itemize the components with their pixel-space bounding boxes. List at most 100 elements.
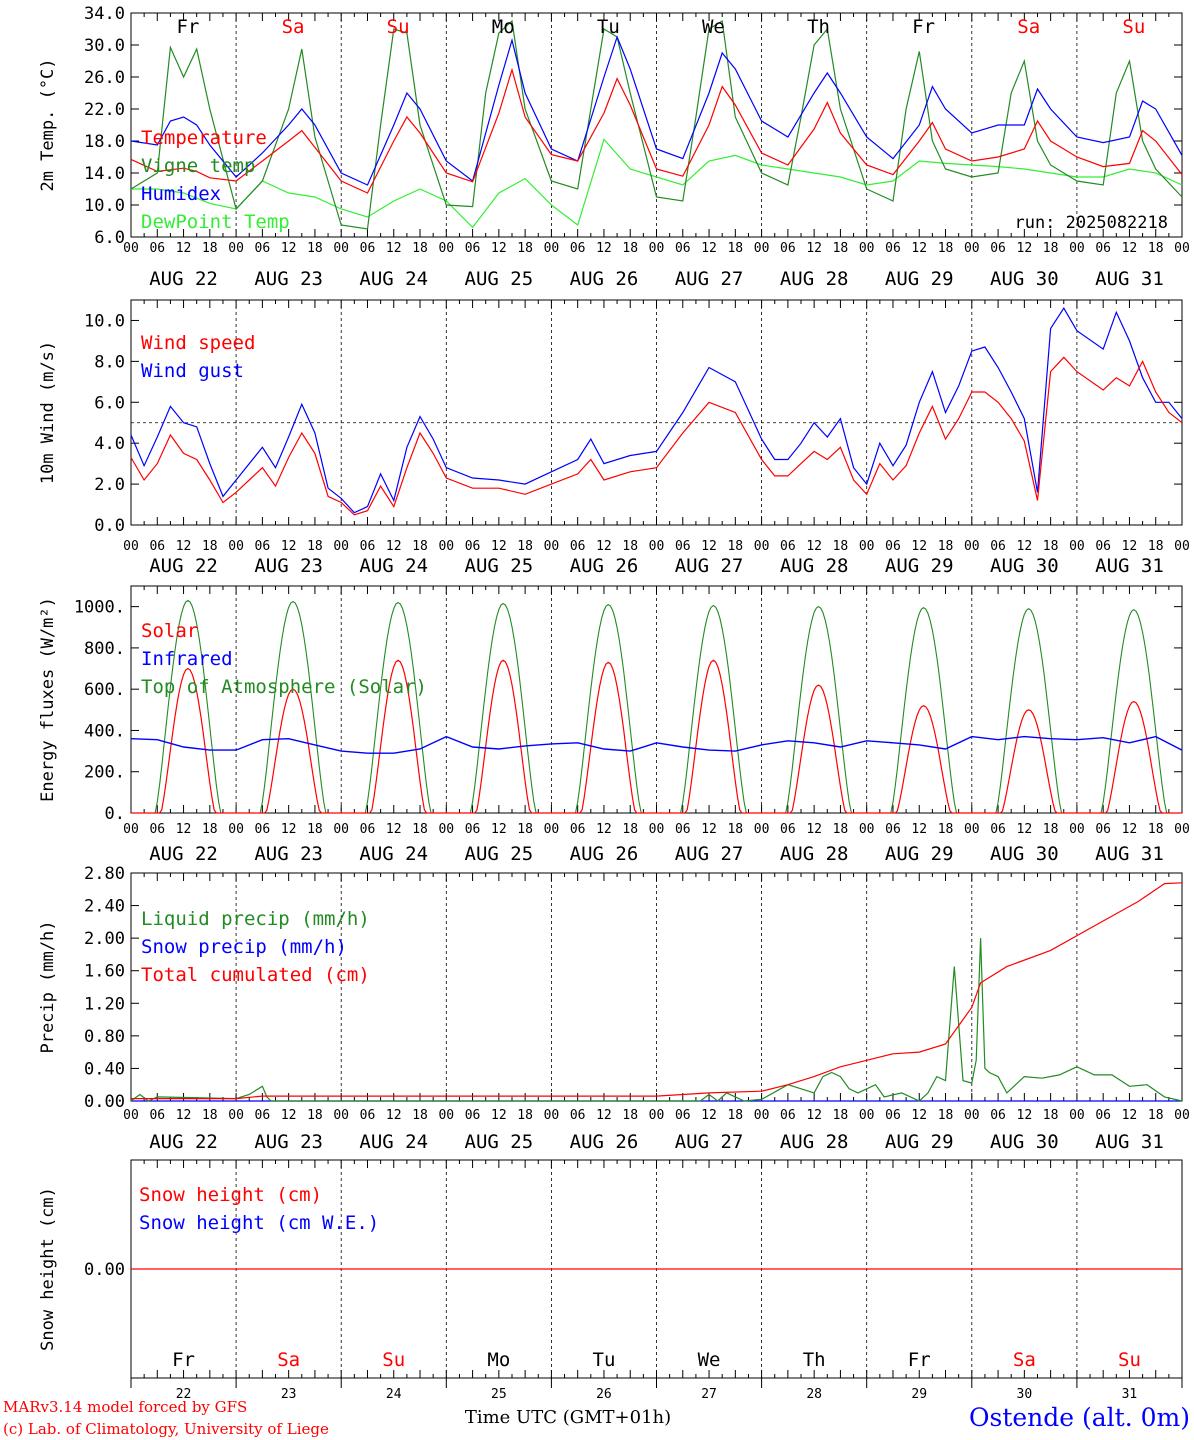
y-axis-label: 10m Wind (m/s) [38,341,58,484]
x-hour-label: 06 [780,539,796,554]
weekday-label: Tu [593,1349,616,1371]
x-day-label: AUG 26 [570,1131,639,1153]
x-hour-label: 18 [202,241,218,256]
x-hour-label: 18 [622,241,638,256]
x-hour-label: 12 [806,539,822,554]
x-hour-label: 12 [701,822,717,837]
x-hour-label: 00 [859,822,875,837]
x-hour-label: 12 [911,539,927,554]
x-hour-label: 18 [1043,1108,1059,1123]
x-day-label: AUG 29 [885,555,954,577]
x-hour-label: 18 [412,822,428,837]
x-hour-label: 00 [964,241,980,256]
y-tick-label: 6.0 [94,393,125,413]
y-tick-label: 2.0 [94,475,125,495]
weekday-label: Sa [1017,16,1040,38]
x-hour-label: 18 [517,539,533,554]
weekday-label: We [702,16,725,38]
x-hour-label: 00 [649,1108,665,1123]
x-hour-label: 00 [228,241,244,256]
x-hour-label: 00 [123,241,139,256]
x-hour-label: 18 [727,539,743,554]
x-hour-label: 12 [911,822,927,837]
x-hour-label: 00 [754,539,770,554]
x-day-label: AUG 31 [1095,555,1164,577]
weekday-label: Mo [492,16,515,38]
x-day-label: AUG 22 [149,268,218,290]
x-hour-label: 00 [1069,539,1085,554]
x-hour-label: 18 [938,822,954,837]
wind-panel: 0.0 2.0 4.0 6.0 8.0 10.0 10m Wind (m/s) 00 06 12 1… [38,299,1190,577]
x-hour-label: 18 [938,1108,954,1123]
run-label: run: 2025082218 [1014,213,1168,233]
x-hour-label: 06 [255,822,271,837]
x-hour-label: 18 [833,539,849,554]
weekday-label: Su [1118,1349,1141,1371]
x-hour-label: 12 [1017,539,1033,554]
x-hour-label: 12 [806,241,822,256]
x-day-label: AUG 26 [570,843,639,865]
weekday-label: Su [1122,16,1145,38]
weekday-label: Mo [487,1349,510,1371]
x-hour-label: 12 [596,241,612,256]
x-hour-label: 18 [517,241,533,256]
x-hour-label: 00 [438,241,454,256]
day-number-label: 26 [596,1387,612,1402]
weekday-label: Sa [282,16,305,38]
y-tick-label: 0.80 [84,1027,125,1047]
x-hour-label: 06 [570,822,586,837]
x-hour-label: 12 [176,241,192,256]
x-hour-label: 00 [228,539,244,554]
series-line-infrared [130,735,1183,754]
x-day-label: AUG 23 [254,843,323,865]
x-hour-label: 06 [675,1108,691,1123]
x-hour-label: 18 [1148,822,1164,837]
y-tick-label: 2.40 [84,897,125,917]
x-hour-label: 06 [1095,1108,1111,1123]
temperature-panel: 6.0 10.0 14.0 18.0 22.0 26.0 30.0 34.0 2m Temp. … [38,4,1190,290]
legend-entry: Top of Atmosphere (Solar) [141,676,427,698]
x-hour-label: 00 [333,1108,349,1123]
x-hour-label: 00 [1069,241,1085,256]
x-hour-label: 06 [465,539,481,554]
x-hour-label: 00 [1069,1108,1085,1123]
x-day-label: AUG 24 [359,1131,428,1153]
x-hour-label: 00 [228,1108,244,1123]
x-day-label: AUG 30 [990,1131,1059,1153]
x-hour-label: 18 [727,241,743,256]
x-hour-label: 00 [228,822,244,837]
x-hour-label: 00 [1174,241,1190,256]
x-hour-label: 12 [176,822,192,837]
y-tick-label: 4.0 [94,434,125,454]
x-hour-label: 12 [176,539,192,554]
x-hour-label: 06 [255,539,271,554]
y-tick-label: 800. [84,639,125,659]
y-tick-label: 10.0 [84,196,125,216]
x-hour-label: 12 [491,539,507,554]
series-line-temperature [130,67,1183,194]
x-hour-label: 12 [386,539,402,554]
day-number-label: 24 [386,1387,402,1402]
x-hour-label: 00 [123,1108,139,1123]
y-axis-label: Snow height (cm) [38,1187,58,1351]
x-hour-label: 18 [307,822,323,837]
precipitation-panel: 0.00 0.40 0.80 1.20 1.60 2.00 2.40 2.80 Precip (… [38,864,1190,1153]
x-hour-label: 06 [780,1108,796,1123]
station-name: Ostende (alt. 0m) [969,1403,1190,1432]
x-hour-label: 12 [596,539,612,554]
legend-entry: Wind speed [141,332,255,354]
x-day-label: AUG 27 [675,843,744,865]
x-day-label: AUG 30 [990,268,1059,290]
weekday-label: Su [387,16,410,38]
x-hour-label: 12 [1122,1108,1138,1123]
x-hour-label: 12 [911,241,927,256]
x-hour-label: 06 [149,241,165,256]
y-tick-label: 8.0 [94,352,125,372]
x-hour-label: 06 [255,1108,271,1123]
x-hour-label: 00 [1174,1108,1190,1123]
series-line-wind-speed [130,356,1183,516]
weekday-label: We [698,1349,721,1371]
x-hour-label: 00 [754,1108,770,1123]
x-day-label: AUG 28 [780,555,849,577]
